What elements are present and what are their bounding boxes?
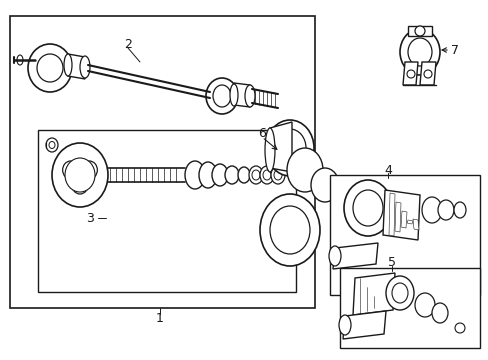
Ellipse shape — [385, 276, 413, 310]
Ellipse shape — [264, 128, 274, 172]
Ellipse shape — [273, 129, 305, 167]
Ellipse shape — [260, 166, 273, 184]
Ellipse shape — [343, 180, 391, 236]
Ellipse shape — [229, 84, 238, 106]
Ellipse shape — [328, 246, 340, 266]
Ellipse shape — [205, 78, 238, 114]
Polygon shape — [388, 193, 394, 236]
Ellipse shape — [265, 120, 313, 176]
Ellipse shape — [423, 70, 431, 78]
Polygon shape — [269, 122, 291, 172]
Ellipse shape — [310, 168, 338, 202]
Polygon shape — [342, 311, 385, 339]
Ellipse shape — [286, 148, 323, 192]
Ellipse shape — [81, 161, 97, 179]
Bar — [329, 175, 479, 295]
Ellipse shape — [28, 44, 72, 92]
Ellipse shape — [49, 141, 55, 149]
Ellipse shape — [46, 138, 58, 152]
Ellipse shape — [260, 194, 319, 266]
Ellipse shape — [273, 170, 282, 180]
Ellipse shape — [37, 54, 63, 82]
Ellipse shape — [406, 70, 414, 78]
Ellipse shape — [421, 197, 441, 223]
Ellipse shape — [431, 303, 447, 323]
Polygon shape — [402, 62, 417, 85]
Text: 7: 7 — [450, 44, 458, 57]
Ellipse shape — [334, 187, 354, 213]
Ellipse shape — [352, 190, 382, 226]
Ellipse shape — [224, 166, 239, 184]
Ellipse shape — [269, 206, 309, 254]
Text: 2: 2 — [124, 37, 132, 50]
Ellipse shape — [212, 164, 227, 186]
Ellipse shape — [72, 176, 88, 194]
Polygon shape — [68, 54, 85, 79]
Text: 3: 3 — [86, 212, 94, 225]
Ellipse shape — [399, 29, 439, 75]
Ellipse shape — [238, 167, 249, 183]
Ellipse shape — [453, 202, 465, 218]
Ellipse shape — [62, 161, 79, 179]
Polygon shape — [419, 62, 435, 85]
Ellipse shape — [437, 200, 453, 220]
Ellipse shape — [80, 56, 90, 78]
Polygon shape — [412, 219, 418, 230]
Text: 5: 5 — [387, 256, 395, 270]
Ellipse shape — [184, 161, 204, 189]
Ellipse shape — [414, 26, 424, 36]
Ellipse shape — [454, 323, 464, 333]
Polygon shape — [332, 243, 377, 269]
Ellipse shape — [213, 85, 230, 107]
Text: 4: 4 — [383, 163, 391, 176]
Ellipse shape — [391, 283, 407, 303]
Ellipse shape — [338, 315, 350, 335]
Bar — [339, 268, 479, 348]
Ellipse shape — [270, 166, 285, 184]
Ellipse shape — [407, 38, 431, 66]
Ellipse shape — [52, 143, 108, 207]
Ellipse shape — [414, 293, 434, 317]
Polygon shape — [407, 26, 431, 36]
Ellipse shape — [251, 170, 260, 180]
Polygon shape — [406, 220, 412, 224]
Text: 1: 1 — [156, 311, 163, 324]
Ellipse shape — [244, 85, 254, 107]
Polygon shape — [234, 83, 249, 107]
Bar — [10, 16, 314, 308]
Ellipse shape — [17, 55, 23, 65]
Polygon shape — [400, 211, 406, 228]
Ellipse shape — [65, 158, 95, 192]
Ellipse shape — [199, 162, 217, 188]
Ellipse shape — [248, 166, 263, 184]
Bar — [38, 130, 295, 292]
Ellipse shape — [64, 54, 72, 76]
Ellipse shape — [263, 170, 270, 180]
Polygon shape — [382, 190, 419, 240]
Polygon shape — [394, 202, 400, 232]
Text: 6: 6 — [258, 126, 265, 140]
Polygon shape — [352, 273, 394, 315]
